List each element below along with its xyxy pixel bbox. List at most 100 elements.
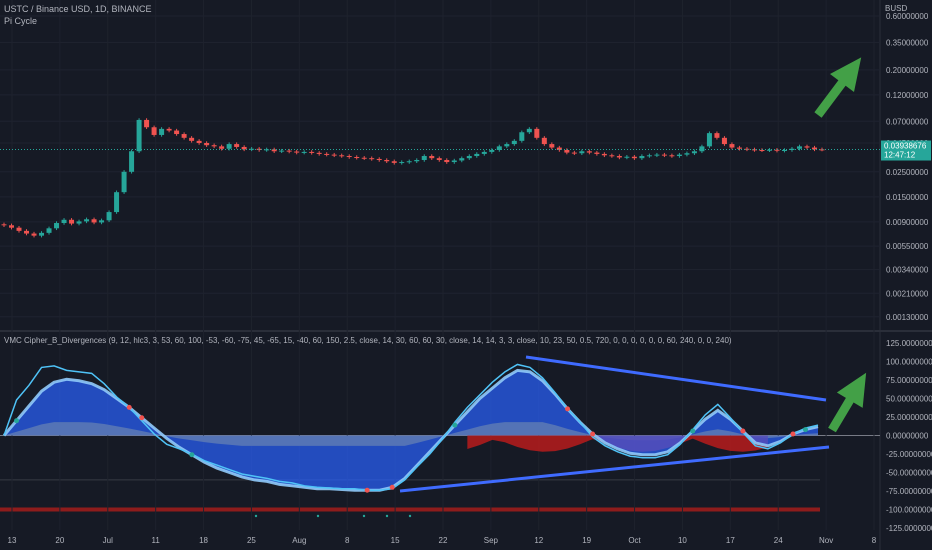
candle-body[interactable] bbox=[616, 156, 622, 158]
candle-body[interactable] bbox=[16, 227, 22, 231]
candle-body[interactable] bbox=[481, 151, 487, 154]
candle-body[interactable] bbox=[811, 147, 817, 150]
candle-body[interactable] bbox=[339, 155, 345, 157]
candle-body[interactable] bbox=[631, 156, 637, 159]
candle-body[interactable] bbox=[144, 119, 150, 128]
cross-dot[interactable] bbox=[690, 428, 696, 434]
candle-body[interactable] bbox=[129, 151, 135, 172]
candle-body[interactable] bbox=[369, 158, 375, 160]
candle-body[interactable] bbox=[24, 230, 30, 234]
candle-body[interactable] bbox=[429, 156, 435, 159]
candle-body[interactable] bbox=[286, 150, 292, 152]
wave-area[interactable] bbox=[4, 370, 818, 491]
candle-body[interactable] bbox=[106, 212, 112, 221]
candle-body[interactable] bbox=[46, 228, 52, 233]
candle-body[interactable] bbox=[624, 156, 630, 158]
cross-dot[interactable] bbox=[14, 418, 20, 424]
candle-body[interactable] bbox=[706, 133, 712, 147]
lower-trendline[interactable] bbox=[399, 445, 830, 493]
indicator-pi-cycle-label[interactable]: Pi Cycle bbox=[4, 16, 38, 26]
candle-body[interactable] bbox=[564, 149, 570, 153]
candle-body[interactable] bbox=[541, 137, 547, 145]
candle-body[interactable] bbox=[586, 151, 592, 153]
candle-body[interactable] bbox=[399, 162, 405, 164]
candle-body[interactable] bbox=[406, 161, 412, 163]
candle-body[interactable] bbox=[721, 137, 727, 145]
candle-body[interactable] bbox=[774, 149, 780, 151]
candle-body[interactable] bbox=[1, 224, 7, 226]
cross-dot[interactable] bbox=[126, 404, 132, 410]
candle-body[interactable] bbox=[496, 146, 502, 150]
candle-body[interactable] bbox=[766, 149, 772, 151]
candle-body[interactable] bbox=[31, 233, 37, 236]
candle-body[interactable] bbox=[114, 192, 120, 213]
candle-body[interactable] bbox=[219, 146, 225, 149]
candle-body[interactable] bbox=[654, 154, 660, 156]
candle-body[interactable] bbox=[159, 128, 165, 135]
last-price-badge[interactable] bbox=[881, 140, 931, 161]
candle-body[interactable] bbox=[294, 151, 300, 153]
candle-body[interactable] bbox=[474, 153, 480, 157]
candle-body[interactable] bbox=[76, 221, 82, 224]
candle-body[interactable] bbox=[204, 142, 210, 146]
candle-body[interactable] bbox=[534, 128, 540, 138]
candle-body[interactable] bbox=[714, 133, 720, 138]
candle-body[interactable] bbox=[234, 144, 240, 147]
candle-body[interactable] bbox=[226, 144, 232, 149]
cross-dot[interactable] bbox=[452, 422, 458, 428]
candle-body[interactable] bbox=[459, 158, 465, 161]
candle-body[interactable] bbox=[699, 146, 705, 152]
candle-body[interactable] bbox=[466, 156, 472, 159]
candle-body[interactable] bbox=[751, 149, 757, 151]
cross-dot[interactable] bbox=[790, 431, 796, 437]
indicator-vmc-label[interactable]: VMC Cipher_B_Divergences (9, 12, hlc3, 3… bbox=[4, 336, 732, 345]
symbol-title[interactable]: USTC / Binance USD, 1D, BINANCE bbox=[4, 4, 152, 14]
candle-body[interactable] bbox=[69, 219, 75, 224]
candle-body[interactable] bbox=[444, 160, 450, 163]
cross-dot[interactable] bbox=[740, 428, 746, 434]
oscillator-axis[interactable]: 125.00000000 100.00000000 75.00000000 50.00… bbox=[886, 339, 932, 533]
candle-body[interactable] bbox=[526, 128, 532, 133]
price-candles[interactable] bbox=[1, 118, 825, 238]
candle-body[interactable] bbox=[796, 146, 802, 149]
candle-body[interactable] bbox=[196, 140, 202, 143]
cross-dot[interactable] bbox=[802, 427, 808, 433]
candle-body[interactable] bbox=[436, 158, 442, 161]
candle-body[interactable] bbox=[151, 127, 157, 135]
candle-body[interactable] bbox=[211, 145, 217, 147]
candle-body[interactable] bbox=[646, 155, 652, 157]
candle-body[interactable] bbox=[181, 134, 187, 138]
candle-body[interactable] bbox=[264, 149, 270, 151]
candle-body[interactable] bbox=[361, 157, 367, 159]
cross-dot[interactable] bbox=[590, 431, 596, 437]
candle-body[interactable] bbox=[189, 137, 195, 141]
candle-body[interactable] bbox=[676, 154, 682, 157]
candle-body[interactable] bbox=[736, 147, 742, 149]
candle-body[interactable] bbox=[669, 155, 675, 157]
candle-body[interactable] bbox=[639, 156, 645, 159]
candle-body[interactable] bbox=[504, 144, 510, 147]
cross-dot[interactable] bbox=[364, 487, 370, 493]
candle-body[interactable] bbox=[136, 119, 142, 152]
candle-body[interactable] bbox=[384, 160, 390, 162]
candle-body[interactable] bbox=[376, 158, 382, 161]
candle-body[interactable] bbox=[511, 140, 517, 145]
candle-body[interactable] bbox=[174, 130, 180, 135]
price-axis[interactable]: 0.60000000 0.35000000 0.20000000 0.12000000… bbox=[881, 12, 931, 322]
cross-dot[interactable] bbox=[139, 415, 145, 421]
candle-body[interactable] bbox=[9, 225, 15, 228]
upper-trendline[interactable] bbox=[525, 355, 827, 402]
candle-body[interactable] bbox=[391, 161, 397, 163]
candle-body[interactable] bbox=[309, 151, 315, 153]
candle-body[interactable] bbox=[744, 148, 750, 150]
candle-body[interactable] bbox=[61, 219, 67, 224]
candle-body[interactable] bbox=[691, 151, 697, 154]
time-axis[interactable]: 13 20 Jul 11 18 25 Aug 8 15 22 Sep 12 19 Oct 10 17 24 Nov… bbox=[8, 536, 877, 545]
candle-body[interactable] bbox=[804, 146, 810, 148]
candle-body[interactable] bbox=[579, 151, 585, 154]
candle-body[interactable] bbox=[91, 219, 97, 223]
candle-body[interactable] bbox=[549, 144, 555, 148]
candle-body[interactable] bbox=[99, 220, 105, 223]
candle-body[interactable] bbox=[241, 146, 247, 150]
candle-body[interactable] bbox=[249, 148, 255, 150]
